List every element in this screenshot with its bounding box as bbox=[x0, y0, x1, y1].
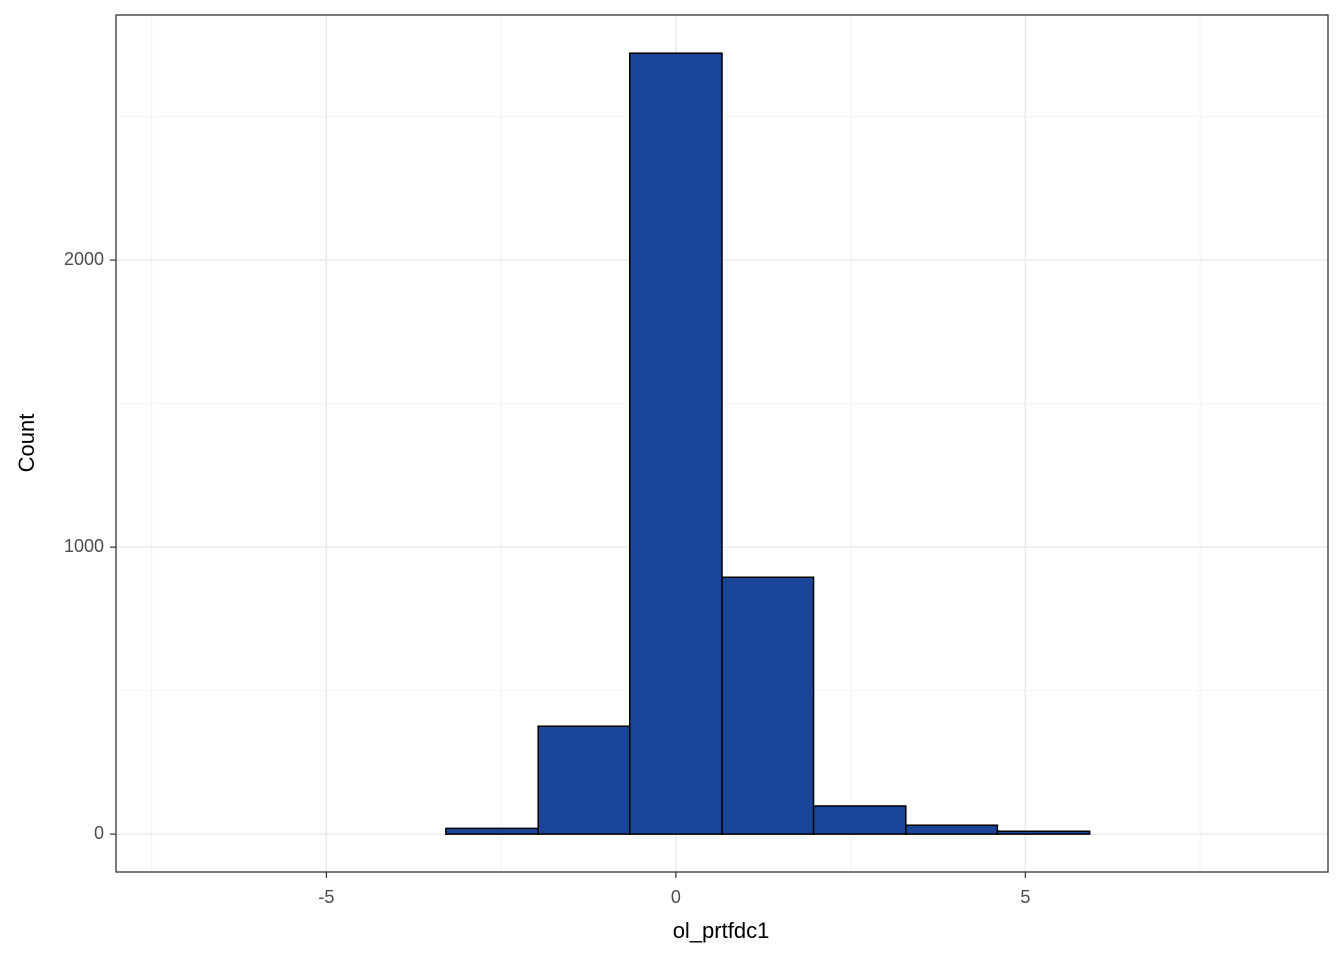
bar bbox=[445, 827, 539, 835]
x-tick-label: 0 bbox=[671, 887, 681, 907]
y-axis-title: Count bbox=[14, 414, 39, 473]
bar bbox=[721, 576, 815, 835]
bar bbox=[537, 725, 631, 835]
x-axis-title: ol_prtfdc1 bbox=[673, 918, 770, 943]
panel-border bbox=[115, 14, 1329, 873]
x-tick-label: 5 bbox=[1020, 887, 1030, 907]
bar bbox=[628, 52, 723, 835]
y-tick-label: 2000 bbox=[64, 249, 104, 269]
bar bbox=[812, 805, 907, 835]
y-tick-label: 0 bbox=[94, 823, 104, 843]
y-tick-label: 1000 bbox=[64, 536, 104, 556]
bar bbox=[905, 824, 999, 835]
bar bbox=[996, 830, 1091, 835]
x-tick-label: -5 bbox=[318, 887, 334, 907]
